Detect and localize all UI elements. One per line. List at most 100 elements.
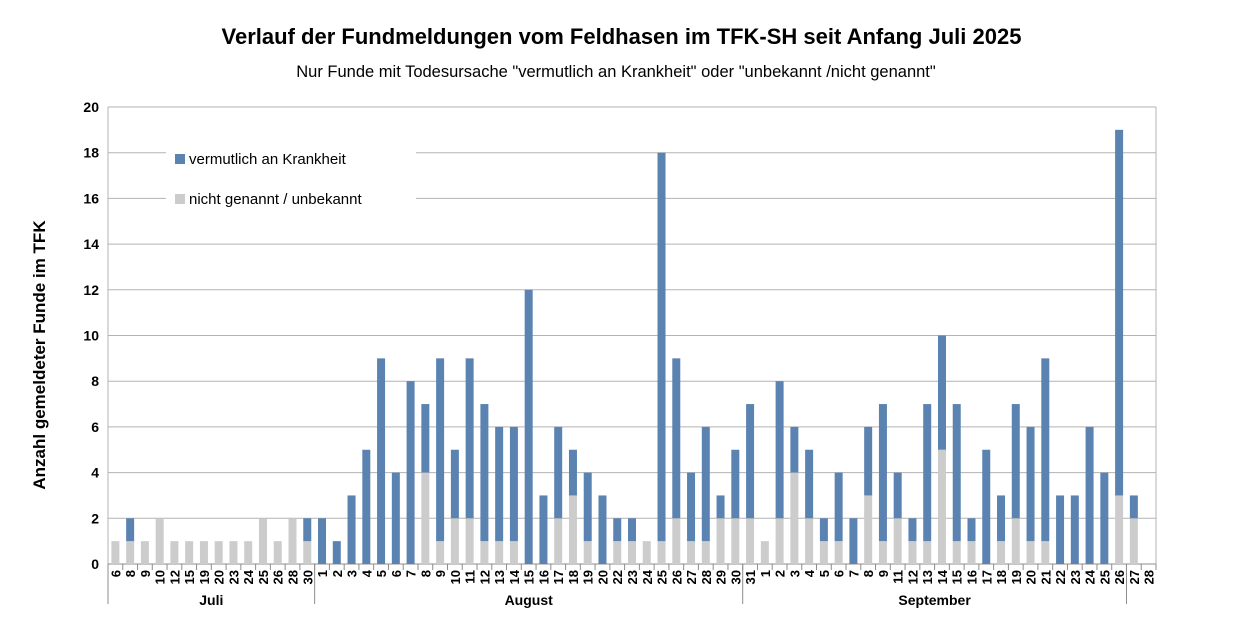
- bar-krankheit-14: [318, 518, 327, 564]
- bar-unbekannt-24: [465, 518, 474, 564]
- bar-krankheit-16: [347, 495, 356, 564]
- bar-krankheit-46: [790, 426, 799, 473]
- y-tick-label: 6: [91, 419, 99, 435]
- bar-krankheit-24: [465, 358, 474, 519]
- month-label: August: [505, 592, 554, 608]
- x-tick-label: 12: [167, 570, 182, 584]
- x-tick-label: 24: [1083, 569, 1098, 584]
- bar-krankheit-17: [362, 449, 371, 564]
- bar-krankheit-18: [377, 358, 386, 564]
- bar-unbekannt-55: [923, 541, 932, 564]
- chart-subtitle: Nur Funde mit Todesursache "vermutlich a…: [296, 63, 936, 81]
- x-tick-label: 4: [802, 569, 817, 577]
- bar-krankheit-62: [1026, 426, 1035, 542]
- bar-krankheit-47: [805, 449, 814, 519]
- bar-krankheit-19: [391, 472, 400, 564]
- bar-unbekannt-42: [731, 518, 740, 564]
- bar-unbekannt-10: [258, 518, 267, 564]
- legend-swatch-krankheit: [175, 154, 185, 164]
- x-tick-label: 1: [758, 570, 773, 577]
- x-tick-label: 3: [345, 570, 360, 577]
- month-label: Juli: [199, 592, 223, 608]
- x-tick-label: 17: [979, 570, 994, 584]
- x-tick-label: 28: [286, 570, 301, 584]
- bar-krankheit-69: [1129, 495, 1138, 519]
- bar-unbekannt-21: [421, 472, 430, 564]
- bar-unbekannt-26: [495, 541, 504, 564]
- bar-krankheit-35: [628, 518, 636, 542]
- bar-unbekannt-49: [834, 541, 843, 564]
- bar-unbekannt-44: [760, 541, 769, 564]
- bar-unbekannt-45: [775, 518, 784, 564]
- x-tick-label: 21: [1038, 570, 1053, 584]
- bar-unbekannt-3: [155, 518, 164, 564]
- month-label: September: [898, 592, 971, 608]
- x-tick-label: 10: [448, 570, 463, 584]
- bar-krankheit-61: [1011, 404, 1020, 519]
- bar-krankheit-39: [687, 472, 696, 542]
- x-tick-label: 27: [1127, 570, 1142, 584]
- y-tick-label: 12: [83, 282, 99, 298]
- x-tick-label: 12: [477, 570, 492, 584]
- x-tick-label: 13: [920, 570, 935, 584]
- bar-krankheit-65: [1070, 495, 1079, 564]
- bar-krankheit-23: [450, 449, 459, 519]
- x-tick-label: 10: [153, 570, 168, 584]
- bar-krankheit-53: [893, 472, 902, 519]
- bar-krankheit-25: [480, 404, 489, 542]
- x-tick-label: 15: [950, 570, 965, 584]
- x-tick-label: 4: [359, 569, 374, 577]
- x-tick-label: 20: [212, 570, 227, 584]
- bar-krankheit-55: [923, 404, 932, 542]
- y-tick-label: 0: [91, 556, 99, 572]
- x-tick-label: 22: [1053, 570, 1068, 584]
- bar-unbekannt-36: [642, 541, 651, 564]
- bar-unbekannt-68: [1115, 495, 1124, 564]
- bar-unbekannt-46: [790, 472, 799, 564]
- bar-krankheit-30: [554, 426, 563, 519]
- x-tick-label: 26: [669, 570, 684, 584]
- x-tick-label: 9: [876, 570, 891, 577]
- bar-unbekannt-8: [229, 541, 238, 564]
- bar-unbekannt-39: [687, 541, 696, 564]
- x-tick-label: 15: [522, 570, 537, 584]
- bar-unbekannt-1: [126, 541, 135, 564]
- x-tick-label: 24: [640, 569, 655, 584]
- bar-unbekannt-69: [1129, 518, 1138, 564]
- bar-krankheit-31: [568, 449, 577, 496]
- bar-unbekannt-34: [613, 541, 622, 564]
- bar-krankheit-33: [598, 495, 607, 564]
- y-tick-label: 8: [91, 373, 99, 389]
- bar-unbekannt-43: [746, 518, 755, 564]
- x-tick-label: 25: [1097, 570, 1112, 584]
- bar-krankheit-34: [613, 518, 622, 542]
- x-tick-label: 19: [581, 570, 596, 584]
- x-tick-label: 13: [492, 570, 507, 584]
- x-tick-label: 9: [433, 570, 448, 577]
- bar-krankheit-66: [1085, 426, 1094, 564]
- x-tick-label: 2: [773, 570, 788, 577]
- x-tick-label: 16: [536, 570, 551, 584]
- x-tick-label: 3: [787, 570, 802, 577]
- bar-krankheit-27: [509, 426, 518, 542]
- x-tick-label: 6: [389, 570, 404, 577]
- x-tick-label: 19: [197, 570, 212, 584]
- x-tick-label: 23: [625, 570, 640, 584]
- x-tick-label: 28: [1142, 570, 1157, 584]
- bar-unbekannt-56: [937, 449, 946, 564]
- bar-unbekannt-5: [185, 541, 194, 564]
- bar-krankheit-43: [746, 404, 755, 519]
- bar-krankheit-59: [982, 449, 991, 564]
- x-tick-label: 28: [699, 570, 714, 584]
- x-tick-label: 14: [935, 569, 950, 584]
- bar-krankheit-37: [657, 152, 666, 542]
- bar-unbekannt-53: [893, 518, 902, 564]
- bar-krankheit-67: [1100, 472, 1109, 564]
- bar-krankheit-58: [967, 518, 976, 542]
- x-tick-label: 25: [256, 570, 271, 584]
- x-tick-label: 23: [1068, 570, 1083, 584]
- x-tick-label: 14: [507, 569, 522, 584]
- x-tick-label: 20: [1024, 570, 1039, 584]
- y-tick-label: 4: [91, 465, 99, 481]
